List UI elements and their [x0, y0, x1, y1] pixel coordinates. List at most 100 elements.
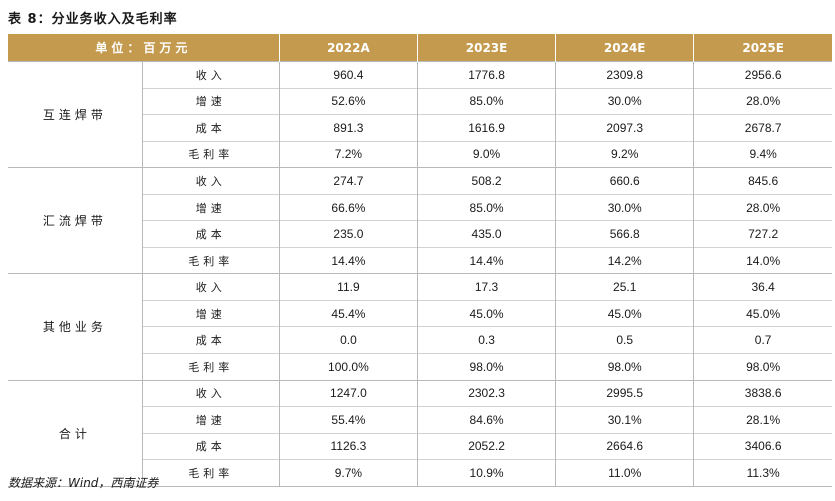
metric-label: 成本: [141, 326, 280, 354]
metric-label: 增速: [141, 299, 280, 327]
table-row: 增速 45.4% 45.0% 45.0% 45.0%: [8, 299, 832, 327]
table-row: 增速 66.6% 85.0% 30.0% 28.0%: [8, 193, 832, 221]
value-cell: 85.0%: [416, 87, 556, 115]
metric-label: 毛利率: [141, 459, 280, 487]
value-cell: 45.4%: [278, 299, 418, 327]
value-cell: 14.0%: [693, 246, 832, 274]
segment-name: 合计: [8, 379, 143, 487]
value-cell: 7.2%: [278, 140, 418, 168]
value-cell: 0.3: [416, 326, 556, 354]
table-row: 互连焊带 收入 960.4 1776.8 2309.8 2956.6: [8, 60, 832, 168]
table-row: 其他业务 收入 11.9 17.3 25.1 36.4: [8, 273, 832, 381]
value-cell: 2302.3: [416, 379, 556, 407]
metric-label: 增速: [141, 193, 280, 221]
segment-name: 互连焊带: [8, 60, 143, 168]
year-header: 2024E: [555, 34, 694, 62]
value-cell: 235.0: [278, 220, 418, 248]
metric-label: 毛利率: [141, 140, 280, 168]
value-cell: 66.6%: [278, 193, 418, 221]
value-cell: 14.4%: [416, 246, 556, 274]
value-cell: 1616.9: [416, 114, 556, 142]
value-cell: 727.2: [693, 220, 832, 248]
value-cell: 85.0%: [416, 193, 556, 221]
table-row: 汇流焊带 收入 274.7 508.2 660.6 845.6: [8, 167, 832, 274]
value-cell: 891.3: [278, 114, 418, 142]
table-row: 成本 891.3 1616.9 2097.3 2678.7: [8, 114, 832, 142]
value-cell: 28.0%: [693, 87, 832, 115]
table-row: 成本 1126.3 2052.2 2664.6 3406.6: [8, 432, 832, 460]
metric-label: 成本: [141, 220, 280, 248]
value-cell: 98.0%: [555, 353, 694, 381]
value-cell: 660.6: [555, 167, 694, 195]
value-cell: 28.0%: [693, 193, 832, 221]
metric-label: 成本: [141, 432, 280, 460]
value-cell: 14.4%: [278, 246, 418, 274]
value-cell: 2995.5: [555, 379, 694, 407]
metric-label: 收入: [141, 167, 280, 195]
value-cell: 14.2%: [555, 246, 694, 274]
source-note: 数据来源：Wind，西南证券: [8, 476, 159, 490]
table-row: 毛利率 14.4% 14.4% 14.2% 14.0%: [8, 246, 832, 274]
year-header: 2025E: [693, 34, 832, 62]
value-cell: 9.0%: [416, 140, 556, 168]
value-cell: 2956.6: [693, 61, 832, 89]
table-body: 互连焊带 收入 960.4 1776.8 2309.8 2956.6 增速 52.6% 85.0…: [8, 60, 832, 487]
value-cell: 11.3%: [693, 459, 832, 487]
metric-label: 毛利率: [141, 246, 280, 274]
value-cell: 435.0: [416, 220, 556, 248]
header-row: 单位：百万元 2022A 2023E 2024E 2025E: [8, 34, 832, 62]
value-cell: 55.4%: [278, 406, 418, 434]
table-row: 增速 52.6% 85.0% 30.0% 28.0%: [8, 87, 832, 115]
value-cell: 9.4%: [693, 140, 832, 168]
table-row: 合计 收入 1247.0 2302.3 2995.5 3838.6: [8, 379, 832, 487]
table-row: 毛利率 100.0% 98.0% 98.0% 98.0%: [8, 353, 832, 381]
metric-label: 收入: [141, 61, 280, 89]
value-cell: 1247.0: [278, 379, 418, 407]
metric-label: 增速: [141, 406, 280, 434]
value-cell: 45.0%: [416, 299, 556, 327]
value-cell: 84.6%: [416, 406, 556, 434]
value-cell: 960.4: [278, 61, 418, 89]
segment-name: 汇流焊带: [8, 167, 143, 274]
value-cell: 2097.3: [555, 114, 694, 142]
metric-label: 毛利率: [141, 353, 280, 381]
value-cell: 11.9: [278, 273, 418, 301]
value-cell: 2309.8: [555, 61, 694, 89]
value-cell: 0.5: [555, 326, 694, 354]
value-cell: 0.7: [693, 326, 832, 354]
value-cell: 845.6: [693, 167, 832, 195]
value-cell: 25.1: [555, 273, 694, 301]
value-cell: 45.0%: [693, 299, 832, 327]
value-cell: 1776.8: [416, 61, 556, 89]
value-cell: 566.8: [555, 220, 694, 248]
value-cell: 36.4: [693, 273, 832, 301]
segment-revenue-table: 单位：百万元 2022A 2023E 2024E 2025E 互连焊带 收入 960…: [8, 34, 832, 487]
value-cell: 2664.6: [555, 432, 694, 460]
value-cell: 1126.3: [278, 432, 418, 460]
value-cell: 98.0%: [693, 353, 832, 381]
value-cell: 0.0: [278, 326, 418, 354]
metric-label: 收入: [141, 379, 280, 407]
value-cell: 10.9%: [416, 459, 556, 487]
value-cell: 28.1%: [693, 406, 832, 434]
value-cell: 508.2: [416, 167, 556, 195]
value-cell: 17.3: [416, 273, 556, 301]
metric-label: 收入: [141, 273, 280, 301]
value-cell: 3838.6: [693, 379, 832, 407]
table-row: 成本 235.0 435.0 566.8 727.2: [8, 220, 832, 248]
value-cell: 30.1%: [555, 406, 694, 434]
table-row: 成本 0.0 0.3 0.5 0.7: [8, 326, 832, 354]
table-title: 表 8：分业务收入及毛利率: [8, 12, 178, 27]
value-cell: 9.7%: [278, 459, 418, 487]
year-header: 2022A: [278, 34, 418, 62]
segment-name: 其他业务: [8, 273, 143, 381]
value-cell: 52.6%: [278, 87, 418, 115]
value-cell: 2052.2: [416, 432, 556, 460]
value-cell: 98.0%: [416, 353, 556, 381]
value-cell: 9.2%: [555, 140, 694, 168]
value-cell: 3406.6: [693, 432, 832, 460]
value-cell: 30.0%: [555, 87, 694, 115]
value-cell: 30.0%: [555, 193, 694, 221]
table-row: 毛利率 7.2% 9.0% 9.2% 9.4%: [8, 140, 832, 168]
value-cell: 11.0%: [555, 459, 694, 487]
